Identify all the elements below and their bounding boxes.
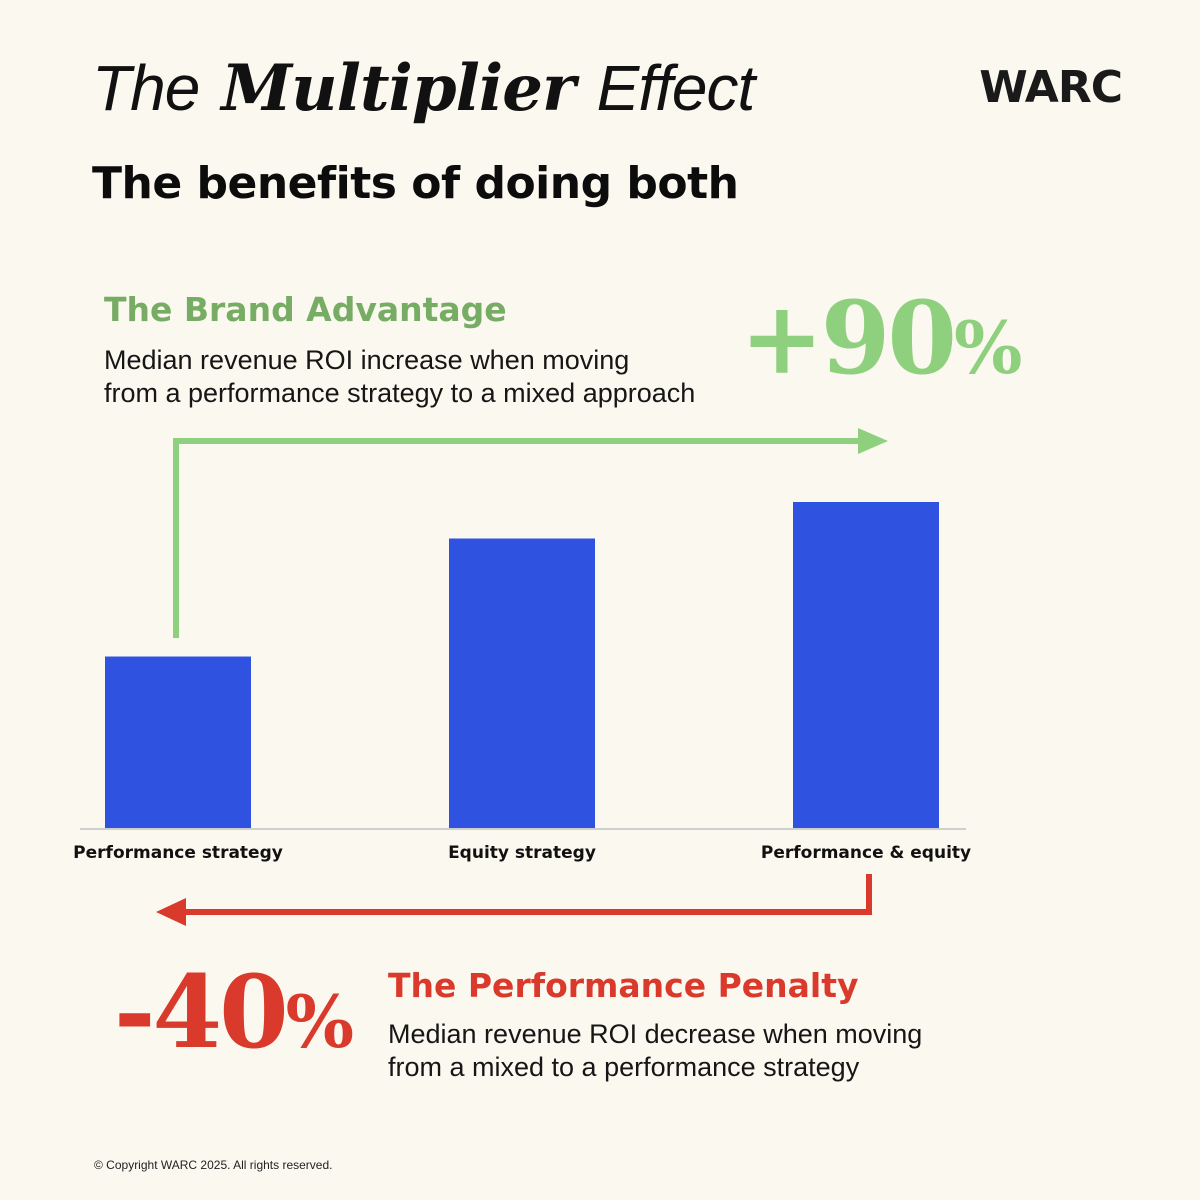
brand-advantage-description-line1: Median revenue ROI increase when moving [104,345,630,375]
copyright-footer: © Copyright WARC 2025. All rights reserv… [94,1158,333,1172]
brand-advantage-arrow-line [173,438,862,638]
brand-advantage-description-line2: from a performance strategy to a mixed a… [104,378,696,408]
brand-advantage-number: +90 [740,279,957,397]
brand-advantage-arrow-head [858,428,888,454]
performance-penalty-description-line1: Median revenue ROI decrease when moving [388,1019,923,1049]
page-title: The Multiplier Effect [92,48,756,128]
brand-advantage-arrow [173,428,888,638]
tick-label-equity-strategy: Equity strategy [448,843,596,863]
performance-penalty-description-line2: from a mixed to a performance strategy [388,1052,860,1082]
performance-penalty-arrow-head [156,898,186,926]
brand-advantage-heading: The Brand Advantage [104,290,507,329]
warc-logo: WARC [979,62,1123,113]
performance-penalty-number: -40 [114,953,289,1071]
tick-label-performance-and-equity: Performance & equity [761,843,971,863]
title-part-effect: Effect [596,52,756,124]
brand-advantage-value: +90% [740,288,1022,398]
page-subtitle: The benefits of doing both [92,158,739,209]
performance-penalty-description: Median revenue ROI decrease when moving … [388,1018,922,1084]
brand-advantage-unit: % [953,305,1023,390]
x-axis-tick-labels: Performance strategy Equity strategy Perfo… [73,843,971,863]
title-part-the: The [92,52,200,124]
tick-label-performance-strategy: Performance strategy [73,843,283,863]
bar-equity-strategy [449,538,595,828]
title-part-multiplier: Multiplier [221,51,575,126]
performance-penalty-unit: % [285,979,355,1064]
bar-performance-strategy [105,656,251,828]
brand-advantage-description: Median revenue ROI increase when moving … [104,344,695,410]
performance-penalty-value: -40% [114,962,354,1072]
performance-penalty-heading: The Performance Penalty [388,966,859,1005]
performance-penalty-arrow [156,874,872,926]
bar-performance-and-equity [793,502,939,828]
bar-group [105,502,939,828]
performance-penalty-arrow-line [182,874,872,915]
